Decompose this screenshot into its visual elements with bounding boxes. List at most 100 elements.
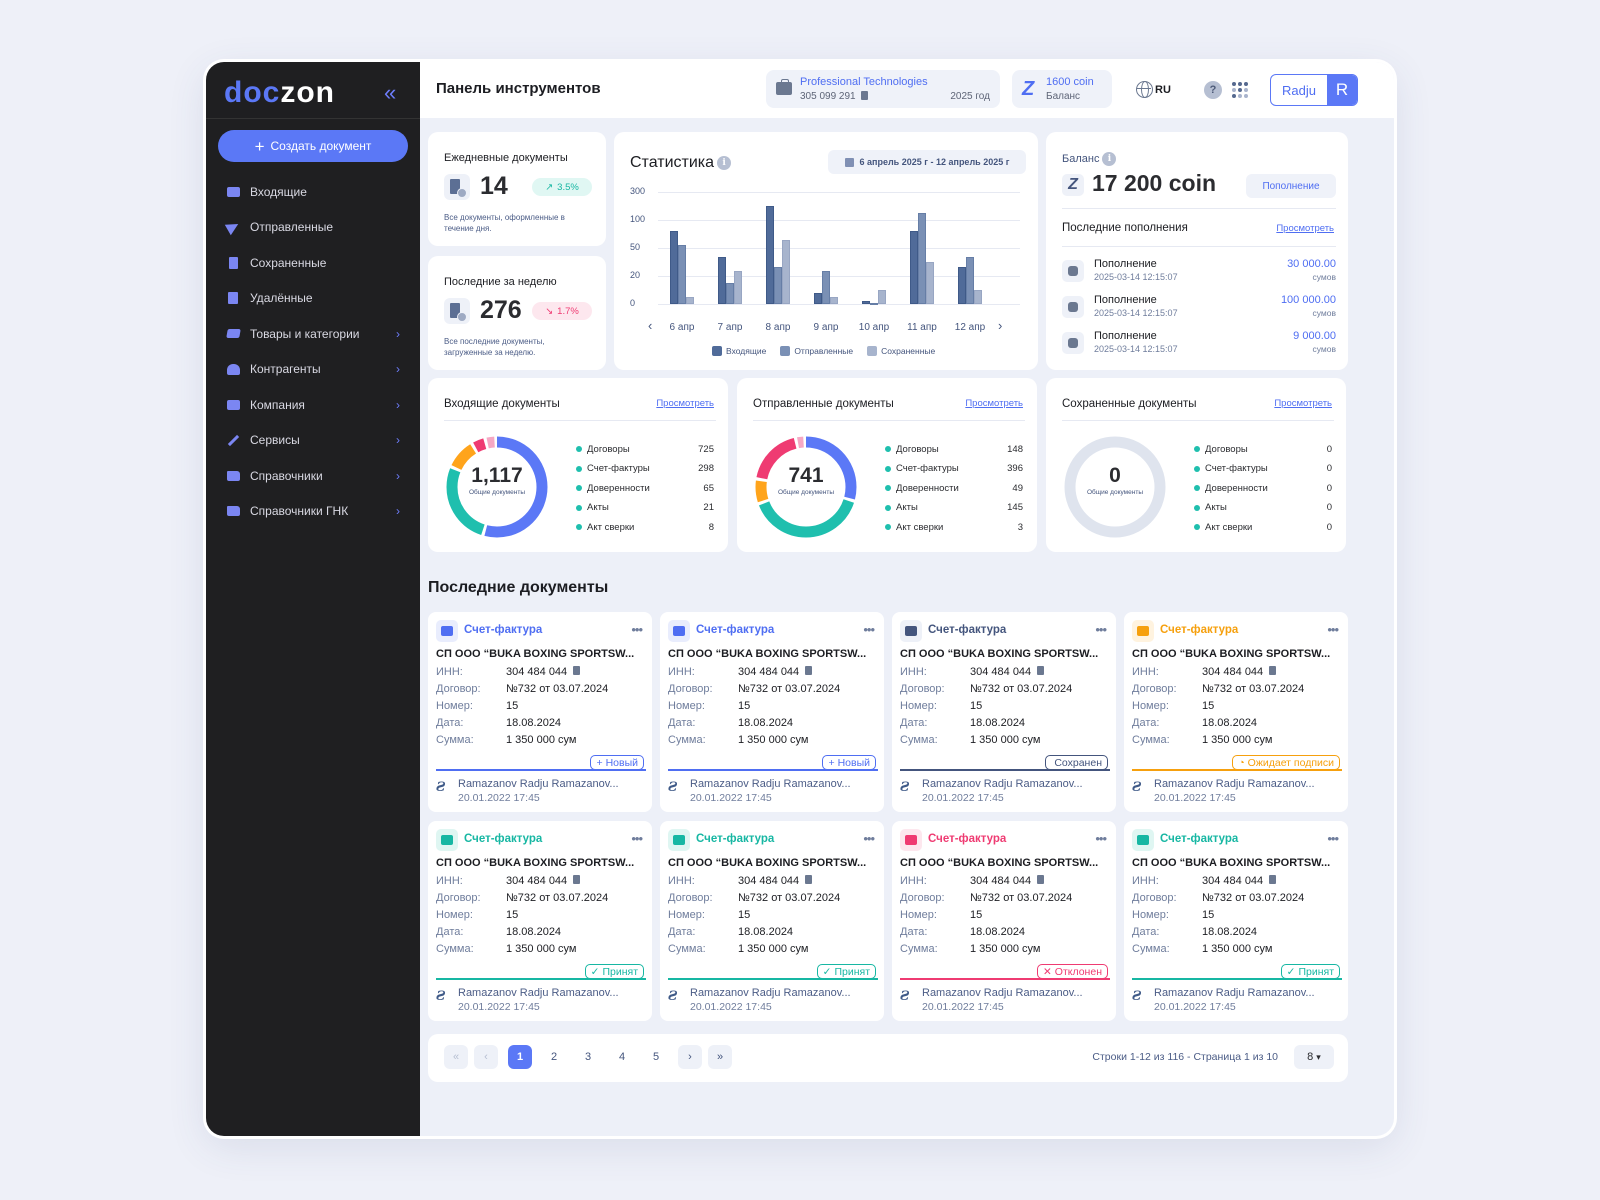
bar[interactable] bbox=[670, 231, 678, 304]
user-menu[interactable]: Radju R bbox=[1270, 74, 1358, 106]
sidebar-item-1[interactable]: Отправленные bbox=[206, 210, 420, 246]
legend-item: Акт сверки 0 bbox=[1194, 520, 1332, 534]
copy-icon[interactable] bbox=[1269, 666, 1277, 675]
document-card[interactable]: Счет-фактура ••• СП ООО “BUKA BOXING SPO… bbox=[660, 612, 884, 812]
copy-icon[interactable] bbox=[1269, 875, 1277, 884]
sidebar-item-5[interactable]: Контрагенты › bbox=[206, 352, 420, 388]
bar[interactable] bbox=[734, 271, 742, 304]
collapse-sidebar-icon[interactable]: « bbox=[384, 80, 397, 105]
document-type: Счет-фактура bbox=[1160, 624, 1239, 636]
chart-prev-button[interactable]: ‹ bbox=[648, 318, 653, 333]
copy-icon[interactable] bbox=[1037, 875, 1045, 884]
chart-next-button[interactable]: › bbox=[998, 318, 1003, 333]
bar[interactable] bbox=[686, 297, 694, 304]
bar[interactable] bbox=[678, 245, 686, 304]
apps-grid-icon[interactable] bbox=[1232, 82, 1248, 98]
language-selector[interactable]: RU bbox=[1136, 81, 1171, 98]
timestamp: 20.01.2022 17:45 bbox=[690, 792, 772, 804]
document-card[interactable]: Счет-фактура ••• СП ООО “BUKA BOXING SPO… bbox=[428, 821, 652, 1021]
folder-icon bbox=[226, 504, 240, 518]
date-range-picker[interactable]: 6 апрель 2025 г - 12 апрель 2025 г bbox=[828, 150, 1026, 174]
more-options-icon[interactable]: ••• bbox=[631, 831, 643, 846]
legend-item: Счет-фактуры 396 bbox=[885, 462, 1023, 476]
document-card[interactable]: Счет-фактура ••• СП ООО “BUKA BOXING SPO… bbox=[892, 821, 1116, 1021]
bar[interactable] bbox=[766, 206, 774, 304]
sidebar-item-6[interactable]: Компания › bbox=[206, 387, 420, 423]
status-line bbox=[900, 769, 1110, 771]
bar[interactable] bbox=[782, 239, 790, 304]
bar[interactable] bbox=[878, 290, 886, 304]
copy-icon[interactable] bbox=[805, 875, 813, 884]
sidebar-item-4[interactable]: Товары и категории › bbox=[206, 316, 420, 352]
page-2-button[interactable]: 2 bbox=[550, 1051, 558, 1063]
copy-icon[interactable] bbox=[805, 666, 813, 675]
sidebar-item-0[interactable]: Входящие bbox=[206, 174, 420, 210]
sidebar-item-3[interactable]: Удалённые bbox=[206, 281, 420, 317]
info-icon[interactable]: i bbox=[717, 155, 732, 170]
copy-icon[interactable] bbox=[861, 91, 869, 100]
gridline bbox=[658, 220, 1020, 221]
page-4-button[interactable]: 4 bbox=[618, 1051, 626, 1063]
sidebar-item-8[interactable]: Справочники › bbox=[206, 458, 420, 494]
page-5-button[interactable]: 5 bbox=[652, 1051, 660, 1063]
view-topups-link[interactable]: Просмотреть bbox=[1276, 223, 1334, 234]
timestamp: 20.01.2022 17:45 bbox=[458, 1001, 540, 1013]
bar[interactable] bbox=[910, 231, 918, 304]
more-options-icon[interactable]: ••• bbox=[631, 622, 643, 637]
document-type-icon bbox=[436, 620, 458, 642]
last-page-button[interactable]: » bbox=[708, 1045, 732, 1069]
copy-icon[interactable] bbox=[573, 666, 581, 675]
company-name: СП ООО “BUKA BOXING SPORTSW... bbox=[436, 857, 635, 869]
sidebar-item-9[interactable]: Справочники ГНК › bbox=[206, 494, 420, 530]
bar[interactable] bbox=[918, 213, 926, 304]
view-link[interactable]: Просмотреть bbox=[656, 398, 714, 409]
bar[interactable] bbox=[862, 301, 870, 304]
bar[interactable] bbox=[814, 292, 822, 304]
status-line bbox=[436, 769, 646, 771]
page-3-button[interactable]: 3 bbox=[584, 1051, 592, 1063]
signature-icon: Ƨ bbox=[900, 989, 910, 1004]
copy-icon[interactable] bbox=[1037, 666, 1045, 675]
more-options-icon[interactable]: ••• bbox=[863, 622, 875, 637]
document-type: Счет-фактура bbox=[464, 833, 543, 845]
document-card[interactable]: Счет-фактура ••• СП ООО “BUKA BOXING SPO… bbox=[660, 821, 884, 1021]
bar[interactable] bbox=[774, 266, 782, 304]
bar[interactable] bbox=[958, 266, 966, 304]
bar[interactable] bbox=[830, 297, 838, 304]
bar[interactable] bbox=[822, 271, 830, 304]
document-type-icon bbox=[1132, 620, 1154, 642]
page-size-select[interactable]: 8 ▾ bbox=[1294, 1045, 1334, 1069]
bar[interactable] bbox=[974, 290, 982, 304]
view-link[interactable]: Просмотреть bbox=[1274, 398, 1332, 409]
more-options-icon[interactable]: ••• bbox=[1095, 831, 1107, 846]
topup-button[interactable]: Пополнение bbox=[1246, 174, 1336, 198]
sidebar-item-7[interactable]: Сервисы › bbox=[206, 423, 420, 459]
document-card[interactable]: Счет-фактура ••• СП ООО “BUKA BOXING SPO… bbox=[892, 612, 1116, 812]
bar[interactable] bbox=[870, 302, 878, 305]
organization-selector[interactable]: Professional Technologies 305 099 291 20… bbox=[766, 70, 1000, 108]
page-1-button[interactable]: 1 bbox=[508, 1045, 532, 1069]
bar[interactable] bbox=[718, 257, 726, 304]
info-icon[interactable]: i bbox=[1102, 152, 1117, 166]
more-options-icon[interactable]: ••• bbox=[1327, 622, 1339, 637]
transaction-row: Пополнение 2025-03-14 12:15:07 9 000.00 сум… bbox=[1062, 330, 1336, 360]
more-options-icon[interactable]: ••• bbox=[1327, 831, 1339, 846]
copy-icon[interactable] bbox=[573, 875, 581, 884]
more-options-icon[interactable]: ••• bbox=[863, 831, 875, 846]
bar[interactable] bbox=[966, 257, 974, 304]
sidebar-item-2[interactable]: Сохраненные bbox=[206, 245, 420, 281]
legend-item: Доверенности 65 bbox=[576, 481, 714, 495]
view-link[interactable]: Просмотреть bbox=[965, 398, 1023, 409]
prev-page-button[interactable]: ‹ bbox=[474, 1045, 498, 1069]
help-icon[interactable]: ? bbox=[1204, 81, 1222, 99]
document-card[interactable]: Счет-фактура ••• СП ООО “BUKA BOXING SPO… bbox=[428, 612, 652, 812]
create-document-button[interactable]: + Создать документ bbox=[218, 130, 408, 162]
coin-balance[interactable]: Z 1600 coin Баланс bbox=[1012, 70, 1112, 108]
first-page-button[interactable]: « bbox=[444, 1045, 468, 1069]
next-page-button[interactable]: › bbox=[678, 1045, 702, 1069]
document-card[interactable]: Счет-фактура ••• СП ООО “BUKA BOXING SPO… bbox=[1124, 821, 1348, 1021]
bar[interactable] bbox=[726, 283, 734, 304]
document-card[interactable]: Счет-фактура ••• СП ООО “BUKA BOXING SPO… bbox=[1124, 612, 1348, 812]
more-options-icon[interactable]: ••• bbox=[1095, 622, 1107, 637]
bar[interactable] bbox=[926, 262, 934, 304]
